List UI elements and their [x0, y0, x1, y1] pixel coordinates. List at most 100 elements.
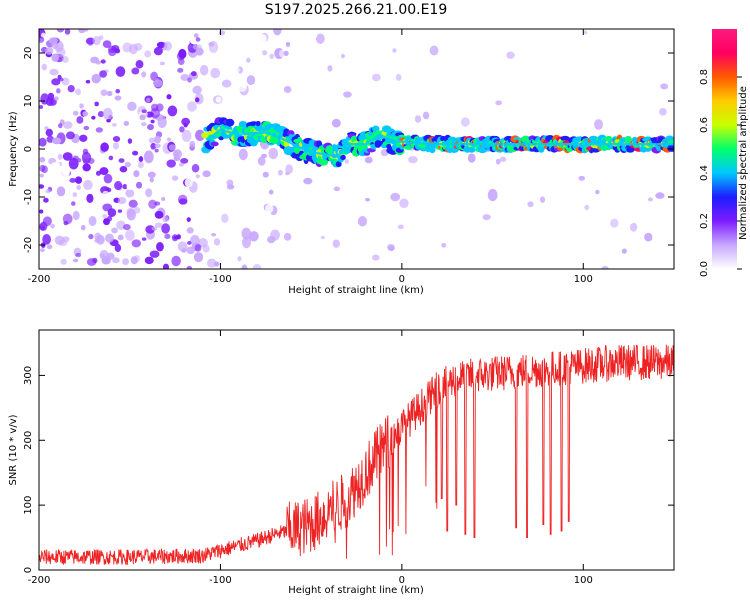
spectrogram-noise-blob: [94, 101, 99, 107]
spectrogram-noise-blob: [315, 33, 325, 44]
spectrogram-noise-blob: [441, 242, 447, 248]
spectrogram-noise-blob: [185, 90, 192, 98]
spectrogram-noise-blob: [145, 150, 153, 160]
spectrogram-noise-blob: [189, 140, 196, 148]
spectrogram-noise-blob: [309, 30, 318, 40]
spectrogram-noise-blob: [56, 88, 61, 94]
spectrogram-noise-blob: [115, 88, 121, 94]
spectrogram-noise-blob: [257, 33, 267, 44]
spectrogram-noise-blob: [397, 224, 404, 230]
spectrogram-x-tick-label: 0: [399, 274, 405, 285]
spectrogram-noise-blob: [153, 46, 163, 56]
spectrogram-noise-blob: [149, 250, 160, 258]
spectrogram-noise-blob: [81, 151, 92, 164]
spectrogram-noise-blob: [268, 147, 279, 160]
spectrogram-noise-blob: [371, 73, 381, 82]
spectrogram-noise-blob: [241, 264, 248, 269]
spectrogram-noise-blob: [123, 51, 129, 58]
spectrogram-noise-blob: [92, 257, 98, 264]
spectrogram-noise-blob: [39, 36, 45, 43]
spectrogram-noise-blob: [84, 48, 92, 58]
spectrogram-noise-blob: [621, 248, 627, 254]
spectrogram-noise-blob: [226, 184, 235, 190]
spectrogram-noise-blob: [154, 222, 163, 228]
spectrogram-noise-blob: [285, 41, 291, 47]
spectrogram-y-tick-label: 10: [23, 95, 34, 108]
spectrogram-noise-blob: [186, 217, 191, 222]
snr-y-tick-label: 0: [23, 567, 34, 573]
spectrogram-noise-blob: [126, 208, 136, 221]
spectrogram-ridge-blob: [467, 146, 476, 153]
snr-y-tick-label: 100: [23, 496, 34, 515]
colorbar-tick-label: 0.2: [699, 213, 710, 229]
spectrogram-noise-blob: [39, 156, 46, 163]
spectrogram-noise-blob: [499, 156, 507, 162]
spectrogram-noise-blob: [63, 221, 69, 226]
spectrogram-noise-blob: [124, 161, 132, 168]
spectrogram-noise-blob: [213, 238, 221, 246]
spectrogram-y-axis-label: Frequency (Hz): [8, 111, 19, 187]
spectrogram-noise-blob: [149, 177, 154, 183]
spectrogram-noise-blob: [79, 103, 84, 109]
spectrogram-noise-blob: [332, 239, 340, 248]
spectrogram-noise-blob: [392, 48, 397, 53]
snr-x-tick-label: 100: [574, 575, 593, 586]
spectrogram-noise-blob: [171, 255, 181, 267]
spectrogram-noise-blob: [161, 223, 171, 234]
spectrogram-ridge-blob: [335, 161, 342, 168]
spectrogram-noise-blob: [595, 189, 600, 195]
spectrogram-noise-blob: [157, 116, 167, 129]
spectrogram-noise-blob: [45, 188, 51, 194]
spectrogram-noise-blob: [162, 215, 169, 223]
spectrogram-noise-blob: [262, 50, 268, 56]
snr-series-line: [39, 344, 674, 566]
spectrogram-ridge-blob: [667, 144, 674, 152]
spectrogram-noise-blob: [173, 156, 181, 162]
spectrogram-noise-blob: [210, 67, 221, 79]
spectrogram-ridge-blob: [218, 136, 224, 141]
spectrogram-noise-blob: [264, 203, 274, 214]
spectrogram-noise-blob: [78, 29, 86, 34]
spectrogram-noise-blob: [114, 181, 123, 191]
spectrogram-noise-blob: [181, 129, 192, 143]
spectrogram-noise-blob: [88, 216, 97, 227]
spectrogram-noise-blob: [111, 45, 120, 52]
spectrogram-noise-blob: [257, 156, 266, 166]
spectrogram-noise-blob: [206, 258, 217, 268]
spectrogram-noise-blob: [64, 29, 71, 35]
spectrogram-noise-blob: [364, 156, 373, 164]
spectrogram-noise-blob: [279, 49, 286, 58]
spectrogram-noise-blob: [118, 158, 125, 163]
spectrogram-noise-blob: [578, 175, 586, 181]
spectrogram-noise-blob: [83, 179, 93, 190]
spectrogram-noise-blob: [444, 78, 451, 85]
spectrogram-noise-blob: [74, 176, 83, 184]
spectrogram-noise-blob: [119, 166, 128, 173]
colorbar-tick-label: 0.4: [699, 165, 710, 181]
spectrogram-noise-blob: [269, 53, 275, 59]
spectrogram-noise-blob: [132, 150, 139, 156]
spectrogram-noise-blob: [208, 40, 219, 54]
spectrogram-noise-blob: [102, 203, 113, 212]
spectrogram-noise-blob: [153, 135, 161, 144]
colorbar-label: Normalized spectral amplitude: [738, 86, 749, 240]
spectrogram-noise-blob: [128, 199, 138, 208]
spectrogram-noise-blob: [166, 159, 176, 168]
spectrogram-noise-blob: [174, 151, 179, 157]
spectrogram-noise-blob: [186, 265, 193, 269]
spectrogram-noise-blob: [115, 66, 126, 77]
spectrogram-noise-blob: [467, 153, 476, 163]
spectrogram-noise-blob: [100, 59, 106, 64]
spectrogram-noise-blob: [156, 242, 164, 252]
spectrogram-noise-blob: [333, 186, 341, 192]
spectrogram-noise-blob: [195, 47, 204, 56]
spectrogram-noise-blob: [344, 158, 349, 164]
spectrogram-noise-blob: [144, 256, 154, 265]
spectrogram-noise-blob: [130, 256, 138, 265]
spectrogram-noise-blob: [106, 119, 111, 123]
spectrogram-noise-blob: [153, 79, 163, 88]
spectrogram-noise-blob: [334, 86, 344, 94]
spectrogram-noise-blob: [583, 30, 588, 35]
spectrogram-ridge-blob: [656, 146, 662, 152]
